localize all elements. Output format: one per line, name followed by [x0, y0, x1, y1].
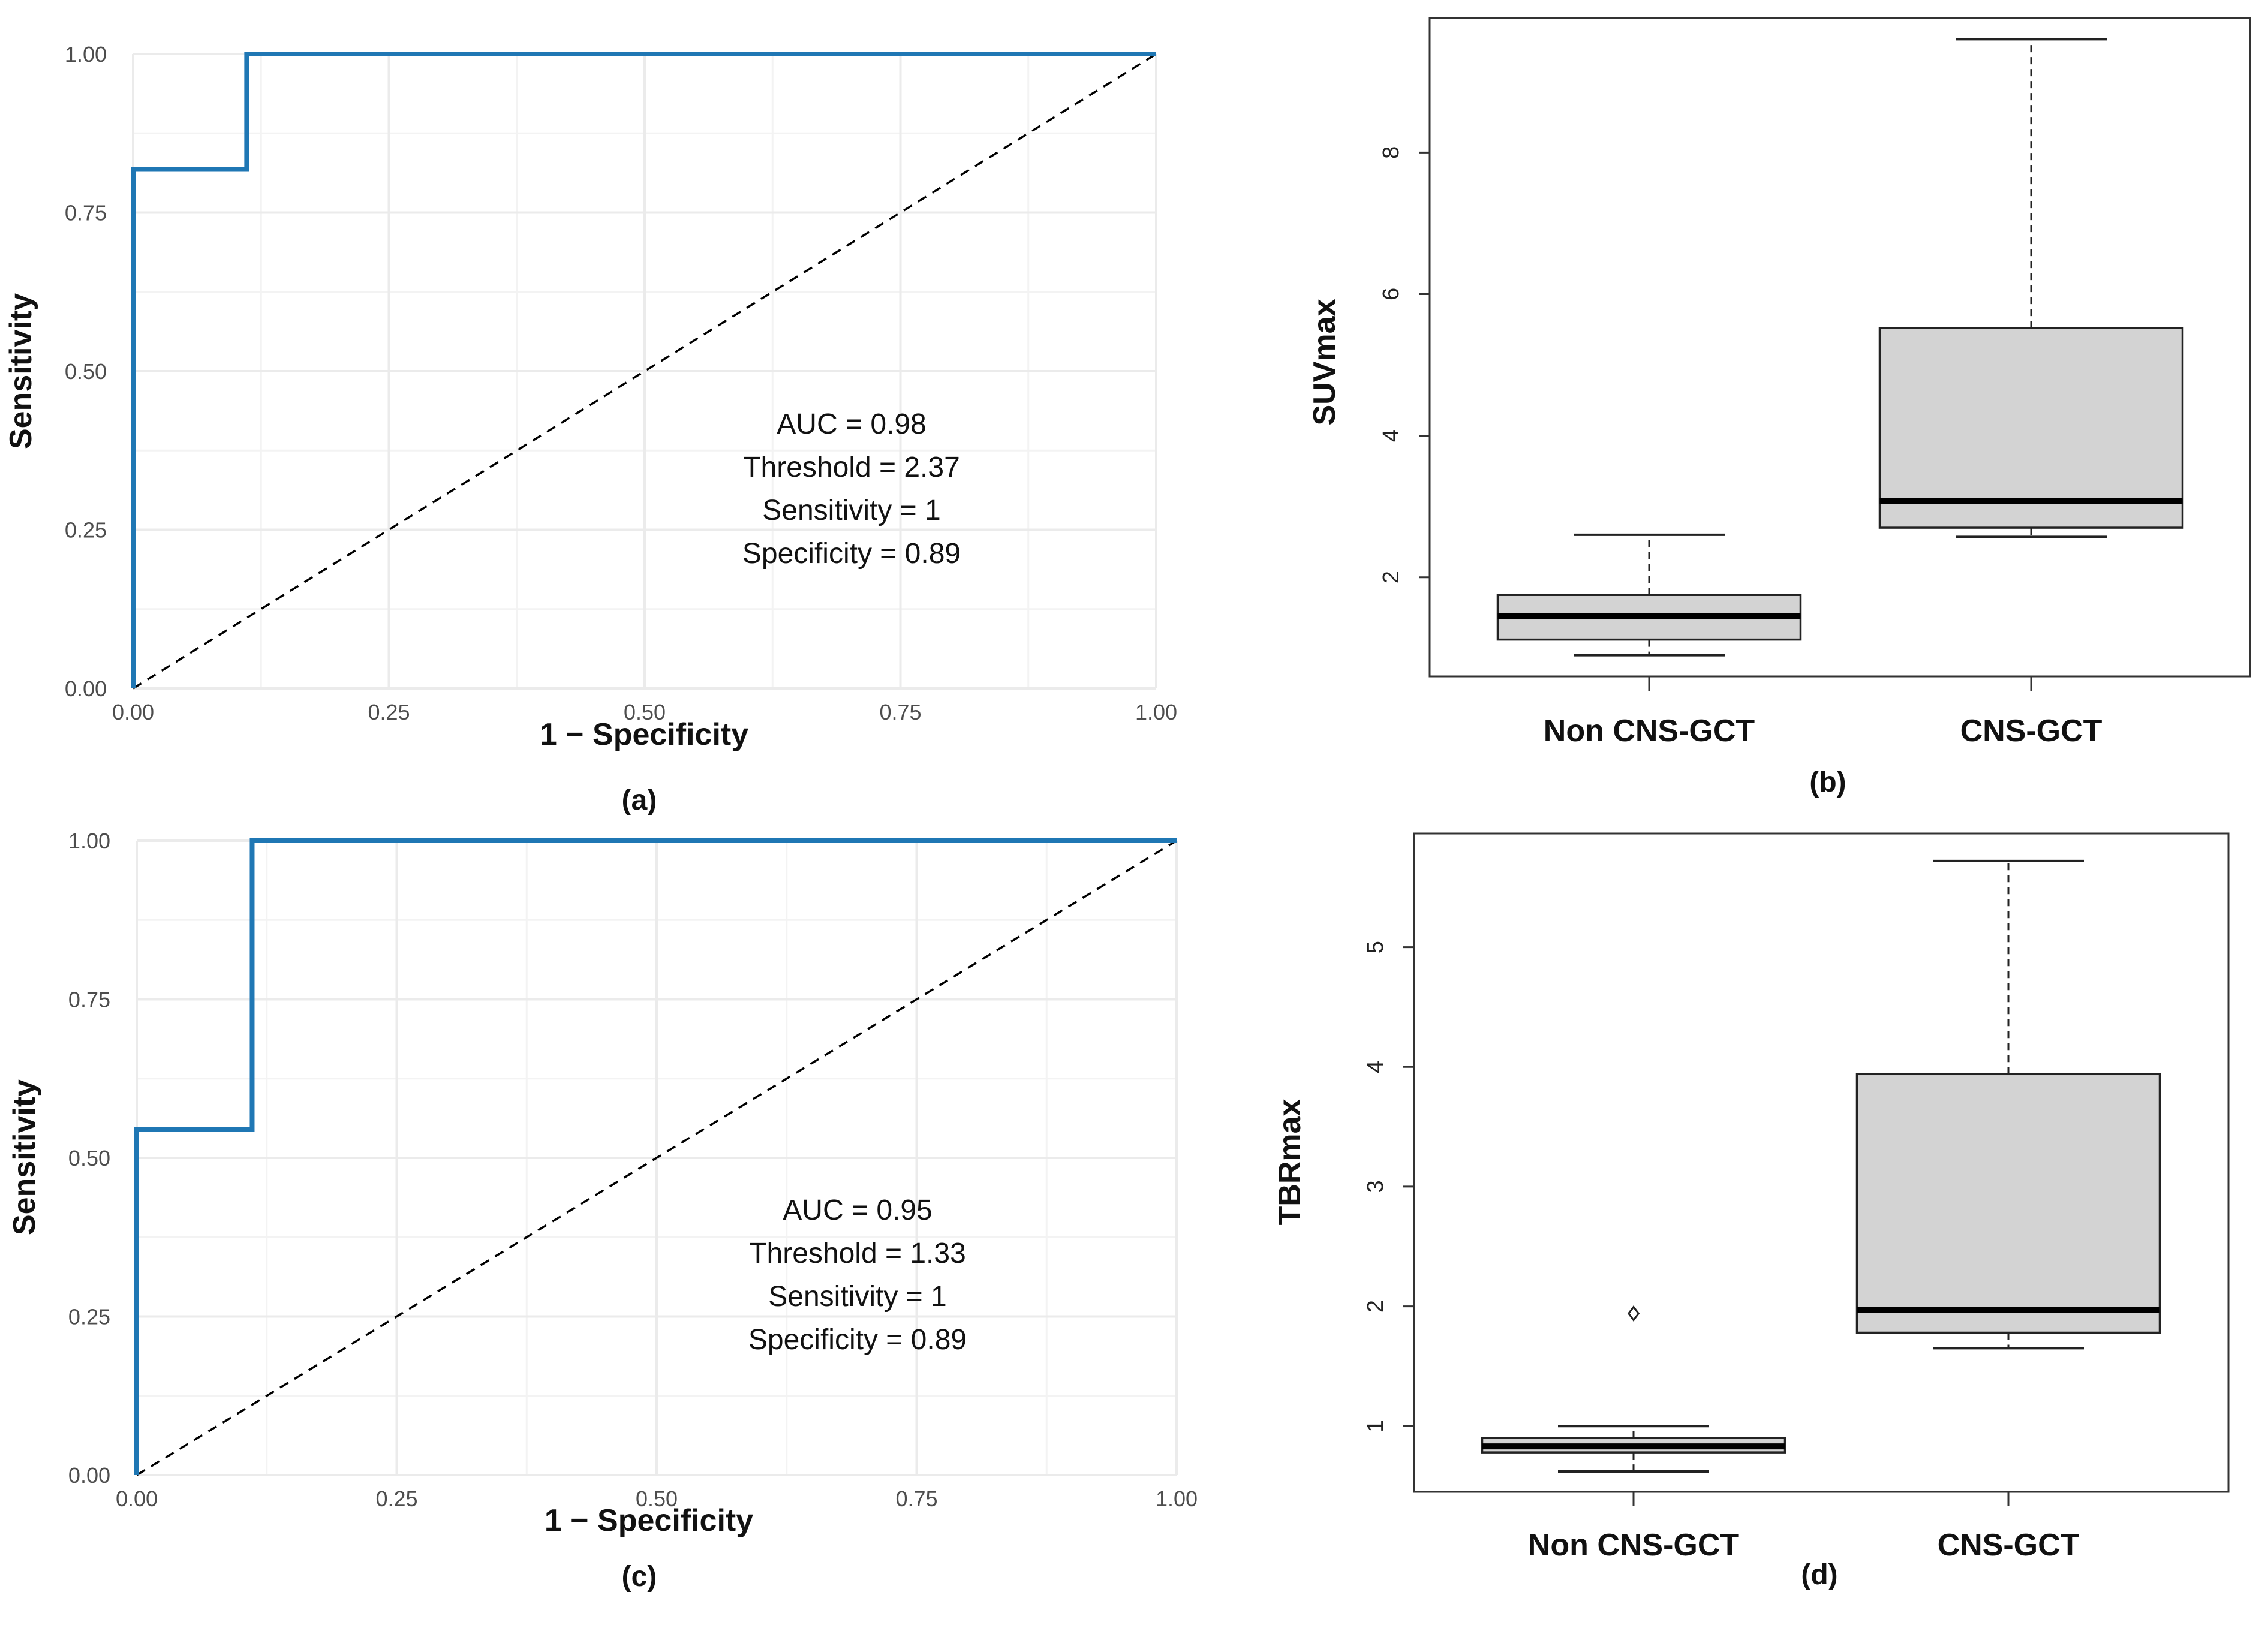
y-tick-label: 2 — [1363, 1300, 1388, 1313]
outlier-point — [1627, 1305, 1640, 1322]
y-axis-title: TBRmax — [1273, 1099, 1307, 1225]
annotation-specificity: Specificity = 0.89 — [742, 538, 961, 570]
y-axis-title: Sensitivity — [4, 293, 38, 449]
annotation-specificity: Specificity = 0.89 — [748, 1324, 967, 1356]
y-tick-label: 0.75 — [65, 201, 107, 225]
y-tick-label: 1.00 — [65, 42, 107, 67]
panel-label: (b) — [1809, 766, 1846, 798]
roc-curve-line — [134, 838, 1177, 1475]
plot-frame — [1428, 17, 2251, 678]
x-tick-label: 0.50 — [624, 700, 666, 724]
annotation-threshold: Threshold = 2.37 — [743, 452, 960, 483]
x-tick-label: 0.75 — [879, 700, 921, 724]
x-tick-label: 0.25 — [375, 1486, 417, 1511]
chart-panel-1: 0.00 0.25 0.50 0.75 1.00 0.00 0.25 0.50 0.75 1.00… — [4, 42, 1177, 816]
iqr-box — [1855, 1073, 2161, 1334]
annotation-sensitivity: Sensitivity = 1 — [762, 495, 940, 526]
y-tick-label: 6 — [1379, 288, 1404, 300]
y-tick-label: 0.00 — [68, 1463, 110, 1488]
y-tick-label: 0.75 — [68, 988, 110, 1012]
y-tick-label: 4 — [1379, 429, 1404, 442]
panel-label: (c) — [622, 1561, 657, 1593]
x-tick-label: 0.00 — [112, 700, 154, 724]
x-tick-label: 1.00 — [1156, 1486, 1198, 1511]
y-tick-label: 0.00 — [65, 676, 107, 701]
x-tick-label: 0.50 — [636, 1486, 678, 1511]
y-axis-title: Sensitivity — [7, 1079, 42, 1235]
y-tick-label: 1.00 — [68, 829, 110, 853]
y-tick-label: 0.50 — [68, 1146, 110, 1170]
annotation-auc: AUC = 0.98 — [777, 408, 926, 440]
iqr-box — [1878, 327, 2184, 529]
reference-diagonal-line — [136, 839, 1177, 1476]
annotation-auc: AUC = 0.95 — [783, 1194, 932, 1226]
x-tick-label: 0.75 — [895, 1486, 937, 1511]
roc-curve-line — [131, 52, 1156, 688]
y-tick-label: 3 — [1363, 1180, 1388, 1193]
chart-panel-2: 2 4 6 8 Non CNS-GCT CNS-GCT SUVmax (b) — [1307, 17, 2251, 798]
panel-label: (a) — [622, 784, 657, 816]
category-label: Non CNS-GCT — [1544, 714, 1755, 748]
category-label: CNS-GCT — [1938, 1528, 2080, 1563]
x-tick-label: 0.00 — [116, 1486, 158, 1511]
y-tick-label: 0.25 — [65, 518, 107, 543]
x-axis-title: 1 − Specificity — [545, 1503, 753, 1538]
y-tick-label: 8 — [1379, 146, 1404, 159]
x-tick-label: 0.25 — [368, 700, 410, 724]
category-label: CNS-GCT — [1960, 714, 2102, 748]
chart-panel-3: 0.00 0.25 0.50 0.75 1.00 0.00 0.25 0.50 0.75 1.00… — [7, 829, 1198, 1593]
annotation-sensitivity: Sensitivity = 1 — [768, 1281, 946, 1313]
y-tick-label: 1 — [1363, 1420, 1388, 1433]
category-label: Non CNS-GCT — [1528, 1528, 1740, 1563]
y-tick-label: 0.50 — [65, 359, 107, 384]
y-tick-label: 4 — [1363, 1061, 1388, 1073]
plot-frame — [1413, 832, 2230, 1493]
y-axis-title: SUVmax — [1307, 299, 1342, 425]
chart-panel-4: 1 2 3 4 5 Non CNS-GCT CNS-GCT TBRmax (d) — [1273, 832, 2230, 1591]
x-axis-title: 1 − Specificity — [540, 717, 748, 752]
y-tick-label: 5 — [1363, 941, 1388, 953]
annotation-threshold: Threshold = 1.33 — [749, 1238, 966, 1269]
x-tick-label: 1.00 — [1135, 700, 1177, 724]
y-tick-label: 0.25 — [68, 1305, 110, 1329]
y-tick-label: 2 — [1379, 571, 1404, 583]
panel-label: (d) — [1801, 1559, 1837, 1591]
